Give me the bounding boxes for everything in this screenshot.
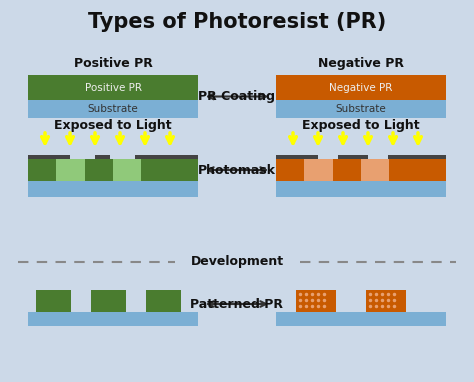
Bar [28, 181, 198, 197]
Bar [85, 159, 113, 181]
Bar [28, 75, 198, 100]
Bar [36, 290, 71, 312]
Bar [333, 159, 361, 181]
Bar [276, 100, 446, 118]
Bar [28, 312, 198, 326]
Text: Positive PR: Positive PR [73, 57, 153, 70]
Bar [141, 159, 170, 181]
Bar [366, 290, 406, 312]
Text: Types of Photoresist (PR): Types of Photoresist (PR) [88, 12, 386, 32]
Bar [28, 100, 198, 118]
Bar [276, 181, 446, 197]
Bar [110, 155, 135, 159]
Text: Photomask: Photomask [198, 163, 276, 176]
Bar [276, 155, 446, 159]
Text: Patterned PR: Patterned PR [191, 298, 283, 311]
Bar [389, 159, 418, 181]
Text: Negative PR: Negative PR [329, 83, 392, 92]
Text: PR Coating: PR Coating [199, 90, 275, 103]
Bar [361, 159, 389, 181]
Bar [276, 159, 304, 181]
Bar [296, 290, 336, 312]
Text: Exposed to Light: Exposed to Light [54, 118, 172, 131]
Bar [56, 159, 85, 181]
Text: Negative PR: Negative PR [318, 57, 404, 70]
Bar [28, 155, 198, 159]
Bar [70, 155, 95, 159]
Bar [368, 155, 388, 159]
Bar [170, 159, 198, 181]
Bar [304, 159, 333, 181]
Text: Exposed to Light: Exposed to Light [302, 118, 420, 131]
Bar [276, 75, 446, 100]
Bar [146, 290, 181, 312]
Text: Development: Development [191, 256, 283, 269]
Bar [91, 290, 126, 312]
Bar [113, 159, 141, 181]
Text: Substrate: Substrate [88, 104, 138, 114]
Bar [318, 155, 338, 159]
Bar [28, 159, 56, 181]
Bar [418, 159, 446, 181]
Bar [276, 312, 446, 326]
Text: Substrate: Substrate [336, 104, 386, 114]
Text: Positive PR: Positive PR [84, 83, 142, 92]
